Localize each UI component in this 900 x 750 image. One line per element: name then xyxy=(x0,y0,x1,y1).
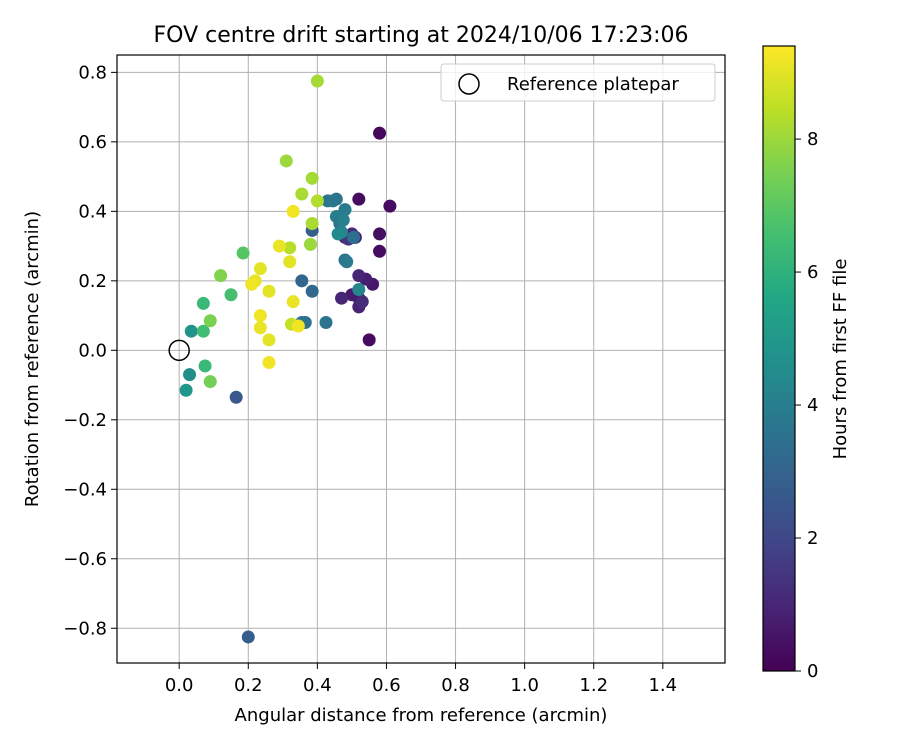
y-tick-label: 0.6 xyxy=(78,132,107,153)
data-point xyxy=(198,359,212,373)
data-point xyxy=(236,246,250,260)
data-point xyxy=(295,187,309,201)
data-point xyxy=(224,288,238,302)
data-point xyxy=(340,255,354,269)
colorbar-tick-label: 8 xyxy=(807,129,818,150)
colorbar: 0 2 4 6 8 Hours from first FF file xyxy=(762,45,851,682)
x-tick-label: 1.0 xyxy=(510,675,539,696)
y-tick-label: 0.0 xyxy=(78,340,107,361)
data-point xyxy=(303,237,317,251)
colorbar-ticks: 0 2 4 6 8 xyxy=(795,129,818,682)
legend-open-circle-icon xyxy=(458,73,480,95)
x-tick-label: 0.6 xyxy=(372,675,401,696)
data-point xyxy=(203,314,217,328)
data-point xyxy=(203,375,217,389)
data-point xyxy=(253,321,267,335)
data-point xyxy=(373,227,387,241)
grid-lines xyxy=(117,55,725,663)
data-point xyxy=(338,203,352,217)
data-point xyxy=(352,283,366,297)
data-point xyxy=(355,295,369,309)
y-tick-label: −0.8 xyxy=(63,618,107,639)
data-point xyxy=(253,262,267,276)
data-point xyxy=(319,316,333,330)
colorbar-label: Hours from first FF file xyxy=(830,259,851,460)
data-point xyxy=(329,192,343,206)
data-point xyxy=(262,333,276,347)
x-tick-label: 0.4 xyxy=(303,675,332,696)
x-tick-label: 1.4 xyxy=(648,675,677,696)
y-tick-label: 0.8 xyxy=(78,62,107,83)
data-point xyxy=(196,296,210,310)
colorbar-tick-label: 2 xyxy=(807,528,818,549)
legend-entry-reference: Reference platepar xyxy=(507,74,679,95)
plot-frame xyxy=(116,54,726,664)
x-tick-label: 0.8 xyxy=(441,675,470,696)
chart-title: FOV centre drift starting at 2024/10/06 … xyxy=(154,23,689,48)
data-point xyxy=(335,291,349,305)
colorbar-tick-label: 4 xyxy=(807,395,818,416)
data-point xyxy=(279,154,293,168)
data-point xyxy=(245,277,259,291)
y-axis-label: Rotation from reference (arcmin) xyxy=(22,211,43,507)
x-tick-label: 0.2 xyxy=(234,675,263,696)
data-point xyxy=(262,284,276,298)
data-point xyxy=(196,324,210,338)
data-point xyxy=(310,74,324,88)
data-point xyxy=(373,244,387,258)
x-axis-ticks: 0.0 0.2 0.4 0.6 0.8 1.0 1.2 1.4 xyxy=(165,663,677,696)
data-point xyxy=(305,171,319,185)
data-point xyxy=(291,319,305,333)
data-points xyxy=(179,74,397,644)
colorbar-gradient xyxy=(762,45,796,672)
data-point xyxy=(295,274,309,288)
colorbar-tick-label: 0 xyxy=(807,661,818,682)
data-point xyxy=(373,126,387,140)
data-point xyxy=(310,194,324,208)
data-point xyxy=(347,230,361,244)
legend: Reference platepar xyxy=(440,63,716,102)
reference-platepar-marker xyxy=(168,339,190,362)
y-tick-label: −0.6 xyxy=(63,549,107,570)
data-point xyxy=(229,390,243,404)
data-point xyxy=(305,217,319,231)
data-point xyxy=(383,199,397,213)
y-tick-label: 0.4 xyxy=(78,201,107,222)
data-point xyxy=(262,355,276,369)
data-point xyxy=(286,204,300,218)
data-point xyxy=(362,333,376,347)
data-point xyxy=(352,269,366,283)
data-point xyxy=(184,324,198,338)
y-tick-label: −0.4 xyxy=(63,479,107,500)
colorbar-tick-label: 6 xyxy=(807,262,818,283)
data-point xyxy=(272,239,286,253)
x-tick-label: 0.0 xyxy=(165,675,194,696)
legend-box xyxy=(440,63,716,102)
y-tick-label: 0.2 xyxy=(78,271,107,292)
data-point xyxy=(283,241,297,255)
data-point xyxy=(352,192,366,206)
data-point xyxy=(305,284,319,298)
data-point xyxy=(253,309,267,323)
data-point xyxy=(241,630,255,644)
data-point xyxy=(283,255,297,269)
x-tick-label: 1.2 xyxy=(579,675,608,696)
data-point xyxy=(179,383,193,397)
data-point xyxy=(336,213,350,227)
data-point xyxy=(331,227,345,241)
data-point xyxy=(286,295,300,309)
y-tick-label: −0.2 xyxy=(63,410,107,431)
x-axis-label: Angular distance from reference (arcmin) xyxy=(235,705,608,726)
data-point xyxy=(183,368,197,382)
y-axis-ticks: −0.8 −0.6 −0.4 −0.2 0.0 0.2 0.4 0.6 0.8 xyxy=(63,62,117,639)
data-point xyxy=(214,269,228,283)
